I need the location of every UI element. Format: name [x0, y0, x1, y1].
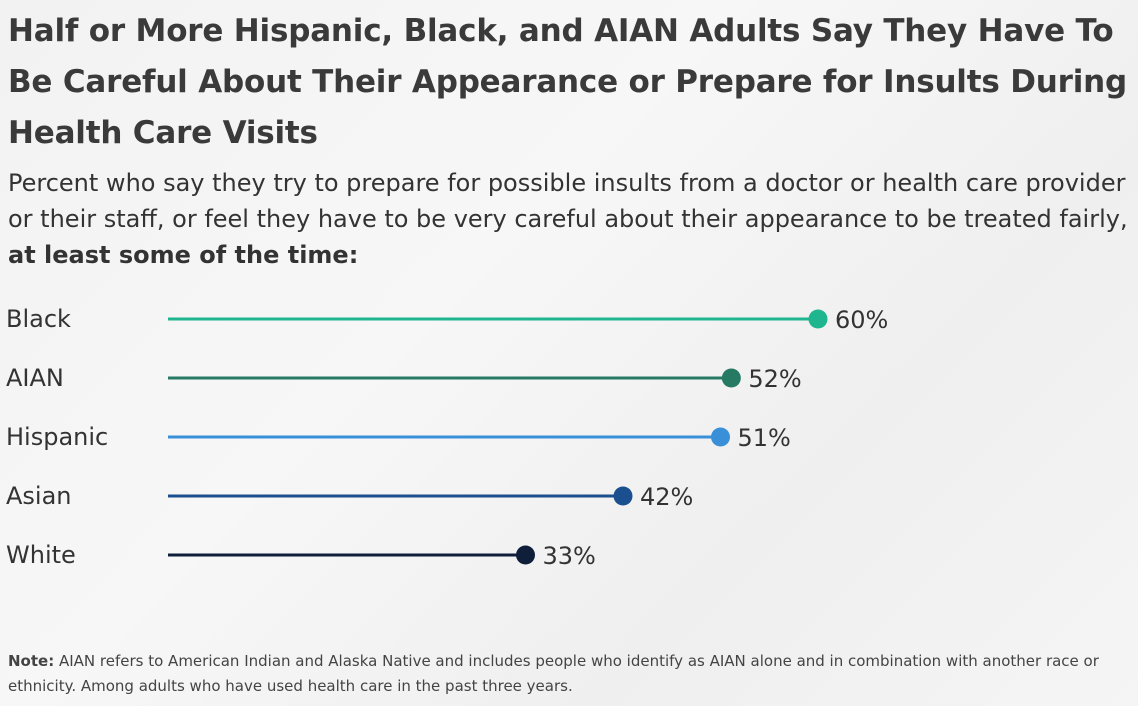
- lollipop-dot: [808, 309, 828, 329]
- lollipop-row-aian: AIAN 52%: [6, 364, 802, 393]
- subtitle-emphasis: at least some of the time:: [8, 241, 359, 269]
- chart-title: Half or More Hispanic, Black, and AIAN A…: [8, 13, 1127, 151]
- value-label: 42%: [640, 483, 693, 511]
- note-text: AIAN refers to American Indian and Alask…: [8, 652, 1099, 695]
- lollipop-dot: [516, 545, 535, 565]
- subtitle-text: Percent who say they try to prepare for …: [8, 169, 1128, 233]
- lollipop-row-black: Black 60%: [6, 305, 888, 334]
- chart-subtitle: Percent who say they try to prepare for …: [8, 165, 1133, 273]
- lollipop-row-hispanic: Hispanic 51%: [6, 423, 791, 452]
- value-label: 33%: [543, 542, 596, 570]
- category-label: AIAN: [6, 364, 64, 392]
- lollipop-dot: [613, 486, 633, 506]
- lollipop-chart: Black 60% AIAN 52% Hispanic 51% Asian 42% White 3…: [6, 305, 888, 570]
- lollipop-dot: [721, 368, 741, 388]
- category-label: White: [6, 541, 76, 569]
- category-label: Black: [6, 305, 71, 333]
- category-label: Asian: [6, 482, 72, 510]
- value-label: 51%: [738, 424, 791, 452]
- category-label: Hispanic: [6, 423, 108, 451]
- chart-note: Note: AIAN refers to American Indian and…: [8, 649, 1133, 699]
- value-label: 52%: [748, 365, 801, 393]
- lollipop-row-white: White 33%: [6, 541, 596, 570]
- note-label: Note:: [8, 652, 55, 670]
- value-label: 60%: [835, 306, 888, 334]
- lollipop-row-asian: Asian 42%: [6, 482, 693, 511]
- lollipop-dot: [711, 427, 730, 447]
